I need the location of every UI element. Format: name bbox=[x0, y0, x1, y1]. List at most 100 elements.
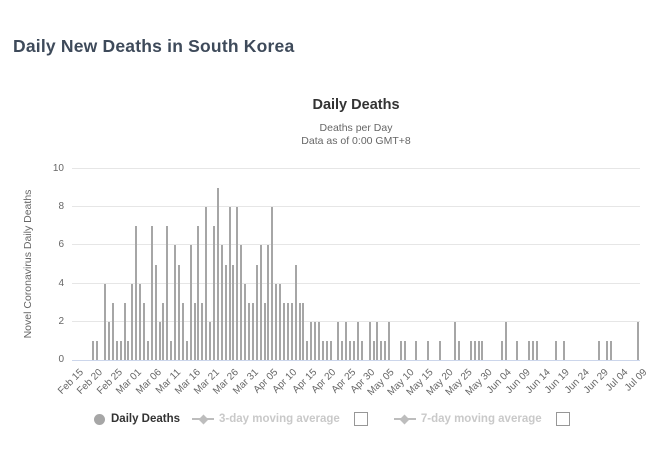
bar[interactable] bbox=[384, 340, 387, 360]
bar[interactable] bbox=[399, 340, 402, 360]
bar[interactable] bbox=[205, 207, 208, 360]
bar[interactable] bbox=[213, 226, 215, 360]
bar[interactable] bbox=[216, 188, 219, 360]
legend-item-7day-average[interactable]: 7-day moving average bbox=[382, 413, 542, 425]
bar[interactable] bbox=[104, 283, 107, 360]
bar[interactable] bbox=[469, 340, 472, 360]
bar[interactable] bbox=[232, 264, 235, 360]
bar[interactable] bbox=[306, 340, 309, 360]
bar[interactable] bbox=[637, 321, 640, 360]
bar[interactable] bbox=[516, 340, 519, 360]
bar[interactable] bbox=[368, 321, 371, 360]
bar[interactable] bbox=[123, 302, 126, 360]
bar[interactable] bbox=[283, 302, 286, 360]
bar[interactable] bbox=[162, 302, 165, 360]
bar[interactable] bbox=[111, 302, 114, 360]
bar[interactable] bbox=[345, 321, 348, 360]
bar[interactable] bbox=[535, 340, 538, 360]
bar[interactable] bbox=[170, 340, 173, 360]
bar[interactable] bbox=[189, 245, 192, 360]
bar[interactable] bbox=[166, 226, 169, 360]
bar[interactable] bbox=[251, 302, 254, 360]
bar[interactable] bbox=[255, 264, 258, 360]
legend-item-3day-average[interactable]: 3-day moving average bbox=[180, 413, 340, 425]
bar[interactable] bbox=[609, 340, 612, 360]
bar[interactable] bbox=[107, 321, 110, 360]
bar[interactable] bbox=[298, 302, 301, 360]
bar[interactable] bbox=[438, 340, 441, 360]
bar[interactable] bbox=[325, 340, 328, 360]
bar[interactable] bbox=[353, 340, 356, 360]
bar[interactable] bbox=[131, 283, 134, 360]
bar[interactable] bbox=[185, 340, 188, 360]
bar[interactable] bbox=[259, 245, 262, 360]
bar[interactable] bbox=[337, 321, 340, 360]
bar[interactable] bbox=[142, 302, 145, 360]
bar[interactable] bbox=[504, 321, 507, 360]
bar[interactable] bbox=[528, 340, 531, 360]
bar[interactable] bbox=[349, 340, 352, 360]
bar[interactable] bbox=[605, 340, 608, 360]
bar[interactable] bbox=[244, 283, 247, 360]
bar[interactable] bbox=[294, 264, 297, 360]
bar[interactable] bbox=[598, 340, 601, 360]
bar[interactable] bbox=[263, 302, 266, 360]
bar[interactable] bbox=[146, 340, 149, 360]
bar[interactable] bbox=[267, 245, 270, 360]
bar[interactable] bbox=[481, 340, 484, 360]
bar[interactable] bbox=[224, 264, 227, 360]
bar[interactable] bbox=[127, 340, 130, 360]
bar[interactable] bbox=[240, 245, 243, 360]
bar[interactable] bbox=[150, 226, 153, 360]
bar[interactable] bbox=[228, 207, 231, 360]
bar[interactable] bbox=[302, 302, 305, 360]
bar[interactable] bbox=[341, 340, 344, 360]
bar[interactable] bbox=[477, 340, 480, 360]
bar[interactable] bbox=[271, 207, 274, 360]
bar[interactable] bbox=[236, 207, 239, 360]
bar[interactable] bbox=[177, 264, 180, 360]
bar[interactable] bbox=[201, 302, 204, 360]
bar[interactable] bbox=[500, 340, 503, 360]
bar[interactable] bbox=[139, 283, 142, 360]
bar[interactable] bbox=[286, 302, 289, 360]
bar[interactable] bbox=[376, 321, 379, 360]
bar[interactable] bbox=[119, 340, 122, 360]
bar[interactable] bbox=[174, 245, 177, 360]
bar[interactable] bbox=[220, 245, 223, 360]
bar[interactable] bbox=[388, 321, 391, 360]
bar[interactable] bbox=[329, 340, 332, 360]
bar[interactable] bbox=[154, 264, 157, 360]
bar[interactable] bbox=[310, 321, 313, 360]
bar[interactable] bbox=[372, 340, 375, 360]
bar[interactable] bbox=[158, 321, 161, 360]
bar[interactable] bbox=[426, 340, 429, 360]
bar[interactable] bbox=[458, 340, 461, 360]
checkbox-3day-average[interactable] bbox=[353, 412, 368, 426]
bar[interactable] bbox=[318, 321, 321, 360]
bar[interactable] bbox=[209, 321, 212, 360]
bar[interactable] bbox=[380, 340, 383, 360]
legend-item-daily-deaths[interactable]: Daily Deaths bbox=[94, 413, 180, 425]
checkbox-7day-average[interactable] bbox=[555, 412, 570, 426]
bar[interactable] bbox=[135, 226, 138, 360]
bar[interactable] bbox=[321, 340, 324, 360]
bar[interactable] bbox=[563, 340, 566, 360]
bar[interactable] bbox=[403, 340, 406, 360]
bar[interactable] bbox=[555, 340, 558, 360]
bar[interactable] bbox=[290, 302, 293, 360]
bar[interactable] bbox=[193, 302, 196, 360]
bar[interactable] bbox=[356, 321, 359, 360]
bar[interactable] bbox=[197, 226, 200, 360]
bar[interactable] bbox=[275, 283, 278, 360]
bar[interactable] bbox=[279, 283, 282, 360]
bar[interactable] bbox=[115, 340, 118, 360]
bar[interactable] bbox=[473, 340, 476, 360]
bar[interactable] bbox=[454, 321, 457, 360]
bar[interactable] bbox=[181, 302, 184, 360]
bar[interactable] bbox=[92, 340, 95, 360]
bar[interactable] bbox=[314, 321, 317, 360]
bar[interactable] bbox=[96, 340, 99, 360]
bar[interactable] bbox=[415, 340, 418, 360]
bar[interactable] bbox=[532, 340, 534, 360]
